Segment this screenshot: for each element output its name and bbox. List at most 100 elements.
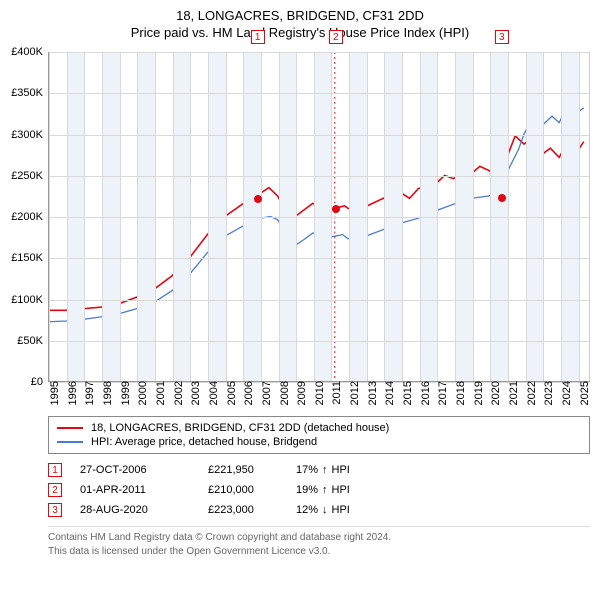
plot-area: £0£50K£100K£150K£200K£250K£300K£350K£400… bbox=[48, 52, 590, 382]
arrow-icon: ↑ bbox=[322, 464, 328, 476]
x-axis-tick-label: 2008 bbox=[275, 381, 291, 405]
gridline-vertical bbox=[543, 52, 544, 381]
sale-date: 01-APR-2011 bbox=[80, 484, 190, 496]
y-axis-tick-label: £50K bbox=[17, 335, 49, 347]
gridline-vertical bbox=[473, 52, 474, 381]
legend-swatch bbox=[57, 441, 83, 443]
footer-line-2: This data is licensed under the Open Gov… bbox=[48, 545, 590, 559]
legend-swatch bbox=[57, 427, 83, 429]
gridline-vertical bbox=[243, 52, 244, 381]
gridline-vertical bbox=[367, 52, 368, 381]
x-axis-tick-label: 2021 bbox=[504, 381, 520, 405]
gridline-vertical bbox=[561, 52, 562, 381]
gridline-vertical bbox=[67, 52, 68, 381]
gridline-vertical bbox=[190, 52, 191, 381]
gridline-vertical bbox=[102, 52, 103, 381]
gridline-vertical bbox=[331, 52, 332, 381]
x-axis-tick-label: 2015 bbox=[398, 381, 414, 405]
y-axis-tick-label: £250K bbox=[11, 170, 49, 182]
x-axis-tick-label: 2007 bbox=[257, 381, 273, 405]
gridline-vertical bbox=[508, 52, 509, 381]
sale-event-dot bbox=[332, 205, 340, 213]
sale-number-box: 1 bbox=[48, 463, 62, 477]
sale-delta-label: HPI bbox=[332, 464, 350, 476]
x-axis-tick-label: 2012 bbox=[345, 381, 361, 405]
x-axis-tick-label: 2003 bbox=[186, 381, 202, 405]
x-axis-tick-label: 2005 bbox=[222, 381, 238, 405]
gridline-vertical bbox=[49, 52, 50, 381]
x-axis-tick-label: 1995 bbox=[45, 381, 61, 405]
gridline-vertical bbox=[526, 52, 527, 381]
gridline-vertical bbox=[349, 52, 350, 381]
gridline-vertical bbox=[437, 52, 438, 381]
gridline-vertical bbox=[120, 52, 121, 381]
x-axis-tick-label: 2017 bbox=[433, 381, 449, 405]
x-axis-tick-label: 1998 bbox=[98, 381, 114, 405]
gridline-vertical bbox=[296, 52, 297, 381]
gridline-vertical bbox=[579, 52, 580, 381]
x-axis-tick-label: 2000 bbox=[133, 381, 149, 405]
sale-price: £210,000 bbox=[208, 484, 278, 496]
sale-event-dot bbox=[498, 194, 506, 202]
sale-date: 27-OCT-2006 bbox=[80, 464, 190, 476]
x-axis-tick-label: 2014 bbox=[380, 381, 396, 405]
x-axis-tick-label: 2004 bbox=[204, 381, 220, 405]
y-axis-tick-label: £100K bbox=[11, 294, 49, 306]
sale-event-dot bbox=[254, 195, 262, 203]
gridline-vertical bbox=[455, 52, 456, 381]
x-axis-tick-label: 2022 bbox=[522, 381, 538, 405]
x-axis-tick-label: 2009 bbox=[292, 381, 308, 405]
x-axis-tick-label: 1996 bbox=[63, 381, 79, 405]
x-axis-tick-label: 2013 bbox=[363, 381, 379, 405]
gridline-vertical bbox=[208, 52, 209, 381]
x-axis-tick-label: 2023 bbox=[539, 381, 555, 405]
x-axis-tick-label: 2001 bbox=[151, 381, 167, 405]
x-axis-tick-label: 1997 bbox=[80, 381, 96, 405]
x-axis-tick-label: 2025 bbox=[575, 381, 591, 405]
sale-delta: 17% ↑ HPI bbox=[296, 464, 350, 476]
sale-delta-pct: 19% bbox=[296, 484, 318, 496]
sale-delta-label: HPI bbox=[332, 504, 350, 516]
x-axis-tick-label: 2024 bbox=[557, 381, 573, 405]
x-axis-tick-label: 2010 bbox=[310, 381, 326, 405]
legend-item: HPI: Average price, detached house, Brid… bbox=[57, 435, 581, 449]
gridline-vertical bbox=[314, 52, 315, 381]
gridline-vertical bbox=[490, 52, 491, 381]
sale-delta-label: HPI bbox=[332, 484, 350, 496]
gridline-vertical bbox=[402, 52, 403, 381]
chart-titles: 18, LONGACRES, BRIDGEND, CF31 2DD Price … bbox=[0, 0, 600, 44]
attribution-footer: Contains HM Land Registry data © Crown c… bbox=[48, 526, 590, 558]
sale-row: 1 27-OCT-2006 £221,950 17% ↑ HPI bbox=[48, 460, 590, 480]
sale-row: 201-APR-2011£210,00019% ↑ HPI bbox=[48, 480, 590, 500]
sale-delta-pct: 12% bbox=[296, 504, 318, 516]
y-axis-tick-label: £200K bbox=[11, 211, 49, 223]
sale-price: £223,000 bbox=[208, 504, 278, 516]
y-axis-tick-label: £350K bbox=[11, 87, 49, 99]
x-axis-tick-label: 2018 bbox=[451, 381, 467, 405]
gridline-vertical bbox=[137, 52, 138, 381]
x-axis-tick-label: 2019 bbox=[469, 381, 485, 405]
gridline-vertical bbox=[420, 52, 421, 381]
x-axis-tick-label: 2016 bbox=[416, 381, 432, 405]
sale-date: 28-AUG-2020 bbox=[80, 504, 190, 516]
sale-number-box: 2 bbox=[48, 483, 62, 497]
gridline-vertical bbox=[279, 52, 280, 381]
y-axis-tick-label: £150K bbox=[11, 252, 49, 264]
legend-label: 18, LONGACRES, BRIDGEND, CF31 2DD (detac… bbox=[91, 422, 389, 434]
legend-label: HPI: Average price, detached house, Brid… bbox=[91, 436, 317, 448]
sale-delta: 12% ↓ HPI bbox=[296, 504, 350, 516]
gridline-vertical bbox=[173, 52, 174, 381]
gridline-vertical bbox=[226, 52, 227, 381]
sale-price: £221,950 bbox=[208, 464, 278, 476]
x-axis-tick-label: 2011 bbox=[327, 381, 343, 405]
footer-line-1: Contains HM Land Registry data © Crown c… bbox=[48, 531, 590, 545]
sales-table: 1 27-OCT-2006 £221,950 17% ↑ HPI 2 01-APR-201… bbox=[48, 460, 590, 520]
y-axis-tick-label: £300K bbox=[11, 129, 49, 141]
gridline-vertical bbox=[384, 52, 385, 381]
y-axis-tick-label: £400K bbox=[11, 46, 49, 58]
chart-container: 18, LONGACRES, BRIDGEND, CF31 2DD Price … bbox=[0, 0, 600, 558]
chart-title: 18, LONGACRES, BRIDGEND, CF31 2DD bbox=[10, 8, 590, 23]
sale-event-marker: 1 bbox=[251, 30, 265, 44]
arrow-icon: ↓ bbox=[322, 504, 328, 516]
gridline-vertical bbox=[155, 52, 156, 381]
